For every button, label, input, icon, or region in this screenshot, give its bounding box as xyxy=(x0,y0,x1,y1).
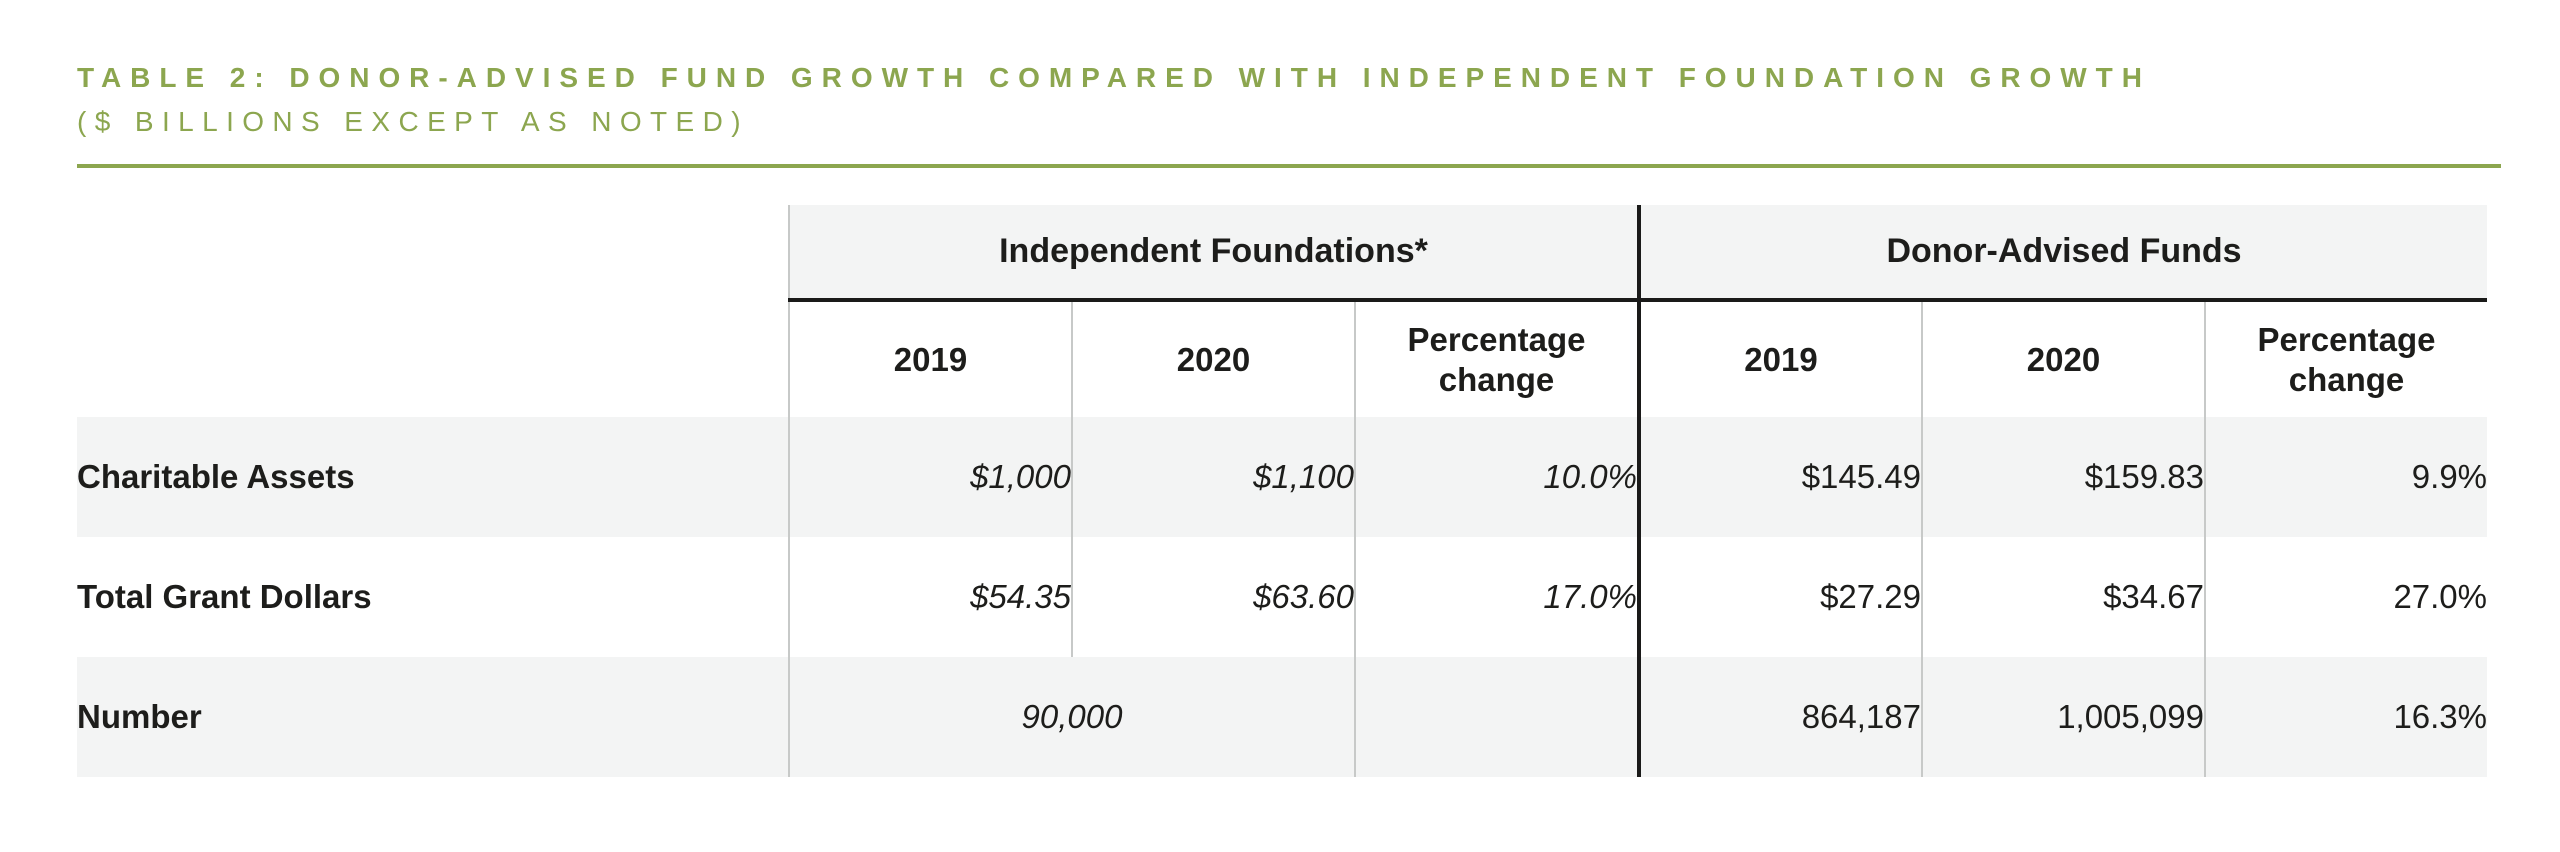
cell-if-change: 17.0% xyxy=(1354,537,1639,657)
cell-if-2020: $63.60 xyxy=(1071,537,1355,657)
cell-if-change-empty xyxy=(1354,657,1639,777)
corner-spacer-cell xyxy=(77,205,789,300)
table-row-total-grant-dollars: Total Grant Dollars $54.35 $63.60 17.0% … xyxy=(77,537,2488,657)
col-header-if-2020: 2020 xyxy=(1071,300,1355,417)
cell-if-number-merged: 90,000 xyxy=(788,657,1355,777)
table-row-charitable-assets: Charitable Assets $1,000 $1,100 10.0% $1… xyxy=(77,417,2488,537)
cell-if-2019: $54.35 xyxy=(788,537,1072,657)
table-subtitle: ($ BILLIONS EXCEPT AS NOTED) xyxy=(77,106,749,137)
cell-daf-change: 27.0% xyxy=(2203,537,2488,657)
cell-if-2020: $1,100 xyxy=(1071,417,1355,537)
group-header-independent-foundations: Independent Foundations* xyxy=(788,205,1639,302)
table-row-number: Number 90,000 864,187 1,005,099 16.3% xyxy=(77,657,2488,777)
cell-daf-change: 16.3% xyxy=(2203,657,2488,777)
title-rule xyxy=(77,164,2501,168)
col-header-daf-percentage-change: Percentage change xyxy=(2203,300,2488,417)
group-header-row: Independent Foundations* Donor-Advised F… xyxy=(77,205,2488,302)
col-header-daf-2020: 2020 xyxy=(1921,300,2205,417)
cell-daf-2019: $27.29 xyxy=(1637,537,1922,657)
label-column-spacer xyxy=(77,300,789,417)
column-header-row: 2019 2020 Percentage change 2019 2020 Pe… xyxy=(77,300,2488,417)
cell-daf-2020: $159.83 xyxy=(1921,417,2205,537)
growth-comparison-table: Independent Foundations* Donor-Advised F… xyxy=(77,205,2488,777)
cell-daf-change: 9.9% xyxy=(2203,417,2488,537)
cell-daf-2020: 1,005,099 xyxy=(1921,657,2205,777)
row-label: Charitable Assets xyxy=(77,417,789,537)
cell-daf-2019: 864,187 xyxy=(1637,657,1922,777)
cell-if-2019: $1,000 xyxy=(788,417,1072,537)
cell-daf-2020: $34.67 xyxy=(1921,537,2205,657)
row-label: Number xyxy=(77,657,789,777)
col-header-if-2019: 2019 xyxy=(788,300,1072,417)
cell-daf-2019: $145.49 xyxy=(1637,417,1922,537)
col-header-daf-2019: 2019 xyxy=(1637,300,1922,417)
cell-if-change: 10.0% xyxy=(1354,417,1639,537)
group-header-donor-advised-funds: Donor-Advised Funds xyxy=(1636,205,2488,302)
table-title: TABLE 2: DONOR-ADVISED FUND GROWTH COMPA… xyxy=(77,62,2151,93)
row-label: Total Grant Dollars xyxy=(77,578,372,615)
col-header-if-percentage-change: Percentage change xyxy=(1354,300,1639,417)
